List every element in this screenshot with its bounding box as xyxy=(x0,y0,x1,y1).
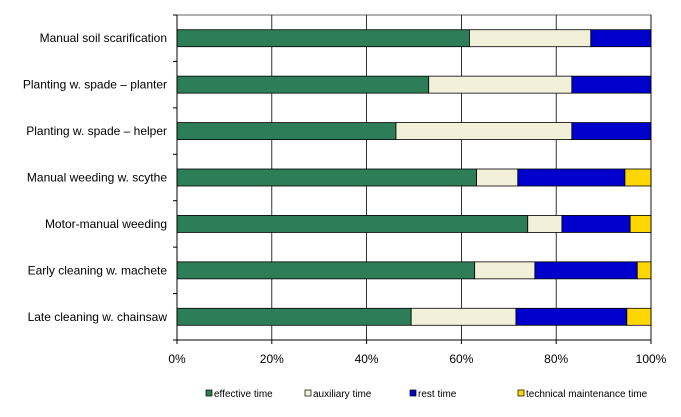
bar-segment xyxy=(627,308,651,325)
bar-segment xyxy=(591,30,651,47)
bar-segment xyxy=(477,169,518,186)
bar-segment xyxy=(630,215,651,232)
legend-swatch xyxy=(206,390,212,396)
x-tick-label: 80% xyxy=(544,352,568,366)
bar-segment xyxy=(177,76,429,93)
legend-label: rest time xyxy=(418,389,457,400)
bar-segment xyxy=(625,169,651,186)
legend-swatch xyxy=(305,390,311,396)
category-labels: Manual soil scarification Planting w. spa… xyxy=(23,31,167,324)
category-label: Planting w. spade – helper xyxy=(26,124,167,138)
bar-segment xyxy=(411,308,516,325)
bar-segment xyxy=(475,262,535,279)
category-label: Late cleaning w. chainsaw xyxy=(28,310,168,324)
bar-segment xyxy=(572,123,651,140)
x-tick-label: 60% xyxy=(449,352,473,366)
legend: effective time auxiliary time rest time tec… xyxy=(206,389,648,400)
x-tick-labels: 0% 20% 40% 60% 80% 100% xyxy=(168,352,666,366)
legend-label: auxiliary time xyxy=(313,389,372,400)
bar-segment xyxy=(177,308,411,325)
bar-segment xyxy=(396,123,572,140)
bar-segment xyxy=(562,215,630,232)
legend-label: technical maintenance time xyxy=(526,389,648,400)
category-label: Manual weeding w. scythe xyxy=(27,171,167,185)
bar-segment xyxy=(535,262,637,279)
stacked-bar-chart: Manual soil scarification Planting w. spa… xyxy=(0,0,681,417)
bar-segment xyxy=(637,262,651,279)
legend-swatch xyxy=(518,390,524,396)
bar-segment xyxy=(177,123,396,140)
bar-segment xyxy=(177,262,475,279)
bar-segment xyxy=(177,30,469,47)
legend-label: effective time xyxy=(214,389,273,400)
category-label: Manual soil scarification xyxy=(40,31,167,45)
category-label: Motor-manual weeding xyxy=(45,217,167,231)
category-label: Early cleaning w. machete xyxy=(28,263,168,277)
bar-segment xyxy=(528,215,562,232)
bar-segment xyxy=(177,215,528,232)
legend-swatch xyxy=(410,390,416,396)
bars xyxy=(177,30,651,326)
bar-segment xyxy=(469,30,590,47)
x-tick-label: 0% xyxy=(168,352,186,366)
bar-segment xyxy=(429,76,572,93)
bar-segment xyxy=(177,169,477,186)
category-label: Planting w. spade – planter xyxy=(23,78,167,92)
x-tick-label: 100% xyxy=(636,352,667,366)
bar-segment xyxy=(516,308,627,325)
x-tick-label: 40% xyxy=(355,352,379,366)
x-tick-label: 20% xyxy=(260,352,284,366)
bar-segment xyxy=(518,169,625,186)
bar-segment xyxy=(572,76,651,93)
